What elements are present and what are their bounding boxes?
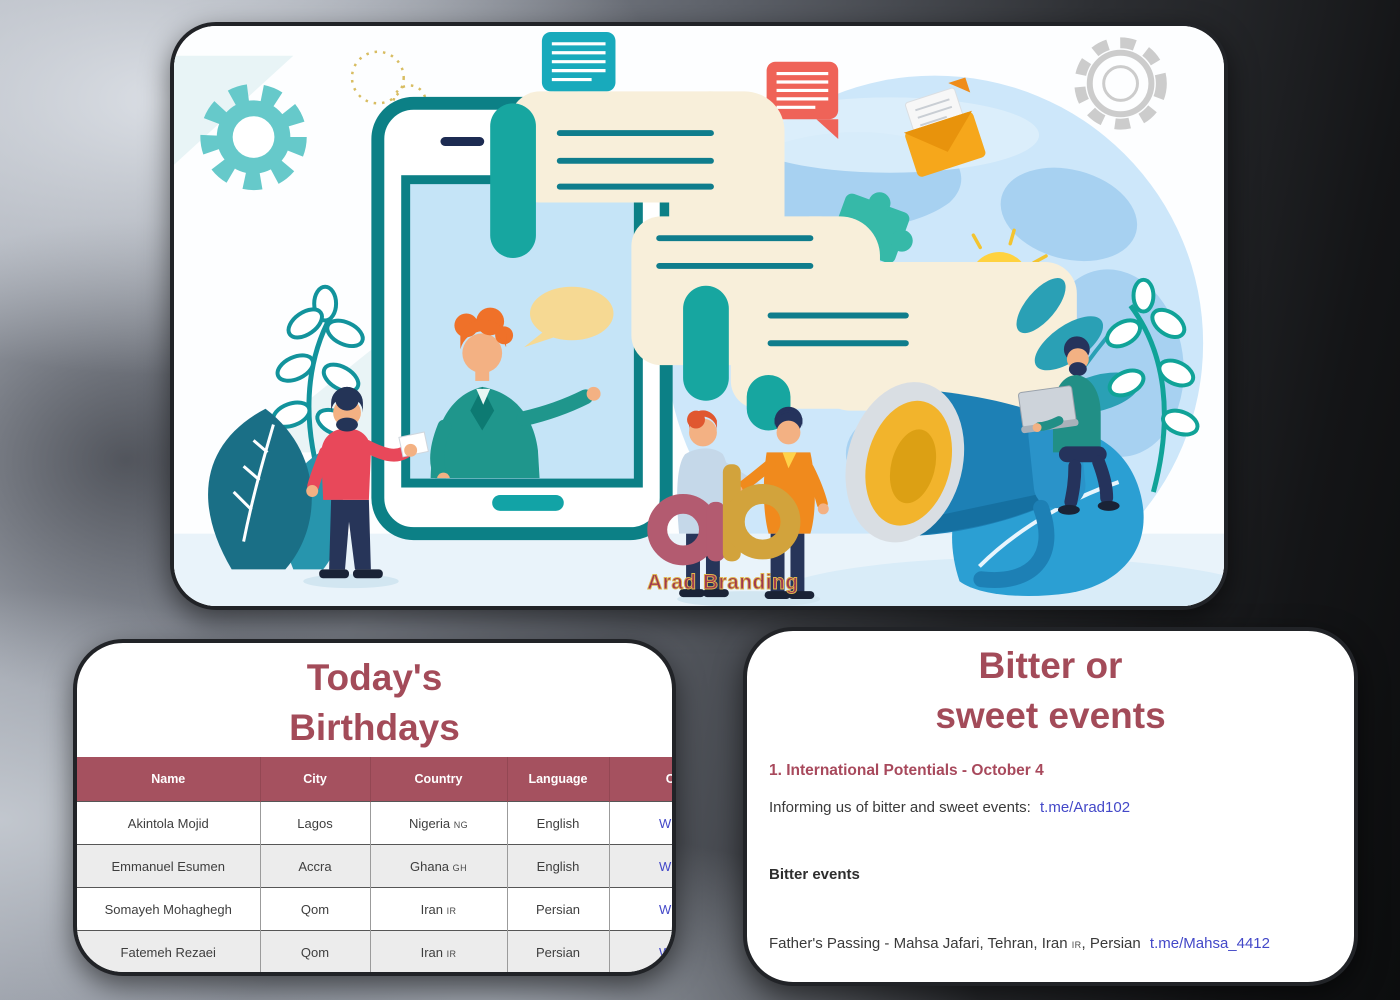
events-section-heading: 1. International Potentials - October 4	[769, 761, 1044, 779]
person-on-megaphone	[1017, 336, 1120, 515]
cell-country: Iran IR	[370, 930, 508, 972]
col-header-name: Name	[77, 757, 261, 802]
col-header-city: City	[260, 757, 371, 802]
passing-text-after: , Persian	[1081, 934, 1141, 952]
table-row: Somayeh Mohaghegh Qom Iran IR Persian Wh…	[77, 887, 672, 931]
cell-language: Persian	[507, 887, 610, 931]
cell-contact: WhatsApp	[609, 930, 672, 972]
cell-city: Accra	[260, 844, 371, 888]
passing-line: Father's Passing - Mahsa Jafari, Tehran,…	[769, 935, 1330, 952]
phone-home-button	[492, 494, 564, 511]
country-code: NG	[453, 819, 469, 830]
events-title: Bitter or sweet events	[747, 641, 1354, 742]
informing-line: Informing us of bitter and sweet events:…	[769, 799, 1330, 816]
envelope-icon	[903, 77, 986, 177]
cell-name: Akintola Mojid	[77, 801, 261, 845]
cell-country: Ghana GH	[370, 844, 508, 888]
plant-right	[1105, 277, 1200, 493]
telegram-link-mahsa[interactable]: t.me/Mahsa_4412	[1149, 934, 1270, 952]
bitter-events-label: Bitter events	[769, 865, 860, 883]
cell-city: Qom	[260, 887, 371, 931]
col-header-contact: Contact	[609, 757, 672, 802]
whatsapp-link[interactable]: WhatsApp	[659, 858, 672, 874]
birthdays-title-line2: Birthdays	[289, 707, 460, 749]
cell-city: Lagos	[260, 801, 371, 845]
country-name: Iran	[420, 901, 443, 917]
cell-contact: WhatsApp	[609, 887, 672, 931]
birthdays-card: Today's Birthdays Name City Country Lang…	[73, 639, 676, 976]
cell-name: Somayeh Mohaghegh	[77, 887, 261, 931]
cell-name: Emmanuel Esumen	[77, 844, 261, 888]
cell-language: English	[507, 844, 610, 888]
whatsapp-link[interactable]: WhatsApp	[659, 944, 672, 960]
cell-contact: WhatsApp	[609, 844, 672, 888]
person-red-shirt	[303, 386, 429, 589]
cell-language: English	[507, 801, 610, 845]
country-name: Nigeria	[408, 815, 451, 831]
passing-text: Father's Passing - Mahsa Jafari, Tehran,…	[769, 934, 1068, 952]
cell-language: Persian	[507, 930, 610, 972]
arad-branding-logo: Arad Branding	[647, 464, 801, 595]
events-card: Bitter or sweet events 1. International …	[743, 627, 1358, 986]
logo-text: Arad Branding	[647, 571, 798, 594]
birthdays-title-line1: Today's	[306, 657, 443, 698]
megaphone-icon	[845, 382, 1086, 588]
country-code: GH	[452, 862, 467, 873]
cell-name: Fatemeh Rezaei	[77, 930, 261, 972]
events-title-line2: sweet events	[935, 695, 1166, 737]
table-header-row: Name City Country Language Contact	[77, 757, 672, 802]
person-woman-presenter	[430, 307, 601, 479]
cell-contact: WhatsApp	[609, 801, 672, 845]
country-name: Ghana	[410, 858, 450, 874]
col-header-country: Country	[370, 757, 508, 802]
country-code: IR	[1071, 939, 1082, 950]
chat-bubble-red-icon	[766, 61, 839, 140]
birthdays-table: Name City Country Language Contact Akint…	[77, 757, 672, 972]
telegram-link-arad102[interactable]: t.me/Arad102	[1039, 798, 1131, 816]
cell-country: Iran IR	[370, 887, 508, 931]
phone-speaker	[440, 137, 485, 146]
events-title-line1: Bitter or	[978, 645, 1123, 686]
marketing-illustration-card: Arad Branding	[170, 22, 1228, 610]
marketing-illustration: Arad Branding	[174, 26, 1224, 606]
country-name: Iran	[420, 944, 443, 960]
cell-country: Nigeria NG	[370, 801, 508, 845]
birthdays-title: Today's Birthdays	[77, 653, 672, 754]
table-row: Emmanuel Esumen Accra Ghana GH English W…	[77, 844, 672, 888]
col-header-language: Language	[507, 757, 610, 802]
events-body: 1. International Potentials - October 4 …	[747, 762, 1354, 952]
country-code: IR	[446, 948, 457, 959]
gear-icon	[200, 84, 307, 191]
table-row: Fatemeh Rezaei Qom Iran IR Persian Whats…	[77, 930, 672, 972]
whatsapp-link[interactable]: WhatsApp	[659, 815, 672, 831]
table-row: Akintola Mojid Lagos Nigeria NG English …	[77, 801, 672, 845]
cell-city: Qom	[260, 930, 371, 972]
country-code: IR	[446, 905, 457, 916]
informing-text: Informing us of bitter and sweet events:	[769, 798, 1031, 816]
speech-bubble-yellow	[524, 286, 614, 348]
gear-outline-icon	[1074, 37, 1167, 130]
documents	[490, 91, 1077, 431]
whatsapp-link[interactable]: WhatsApp	[659, 901, 672, 917]
